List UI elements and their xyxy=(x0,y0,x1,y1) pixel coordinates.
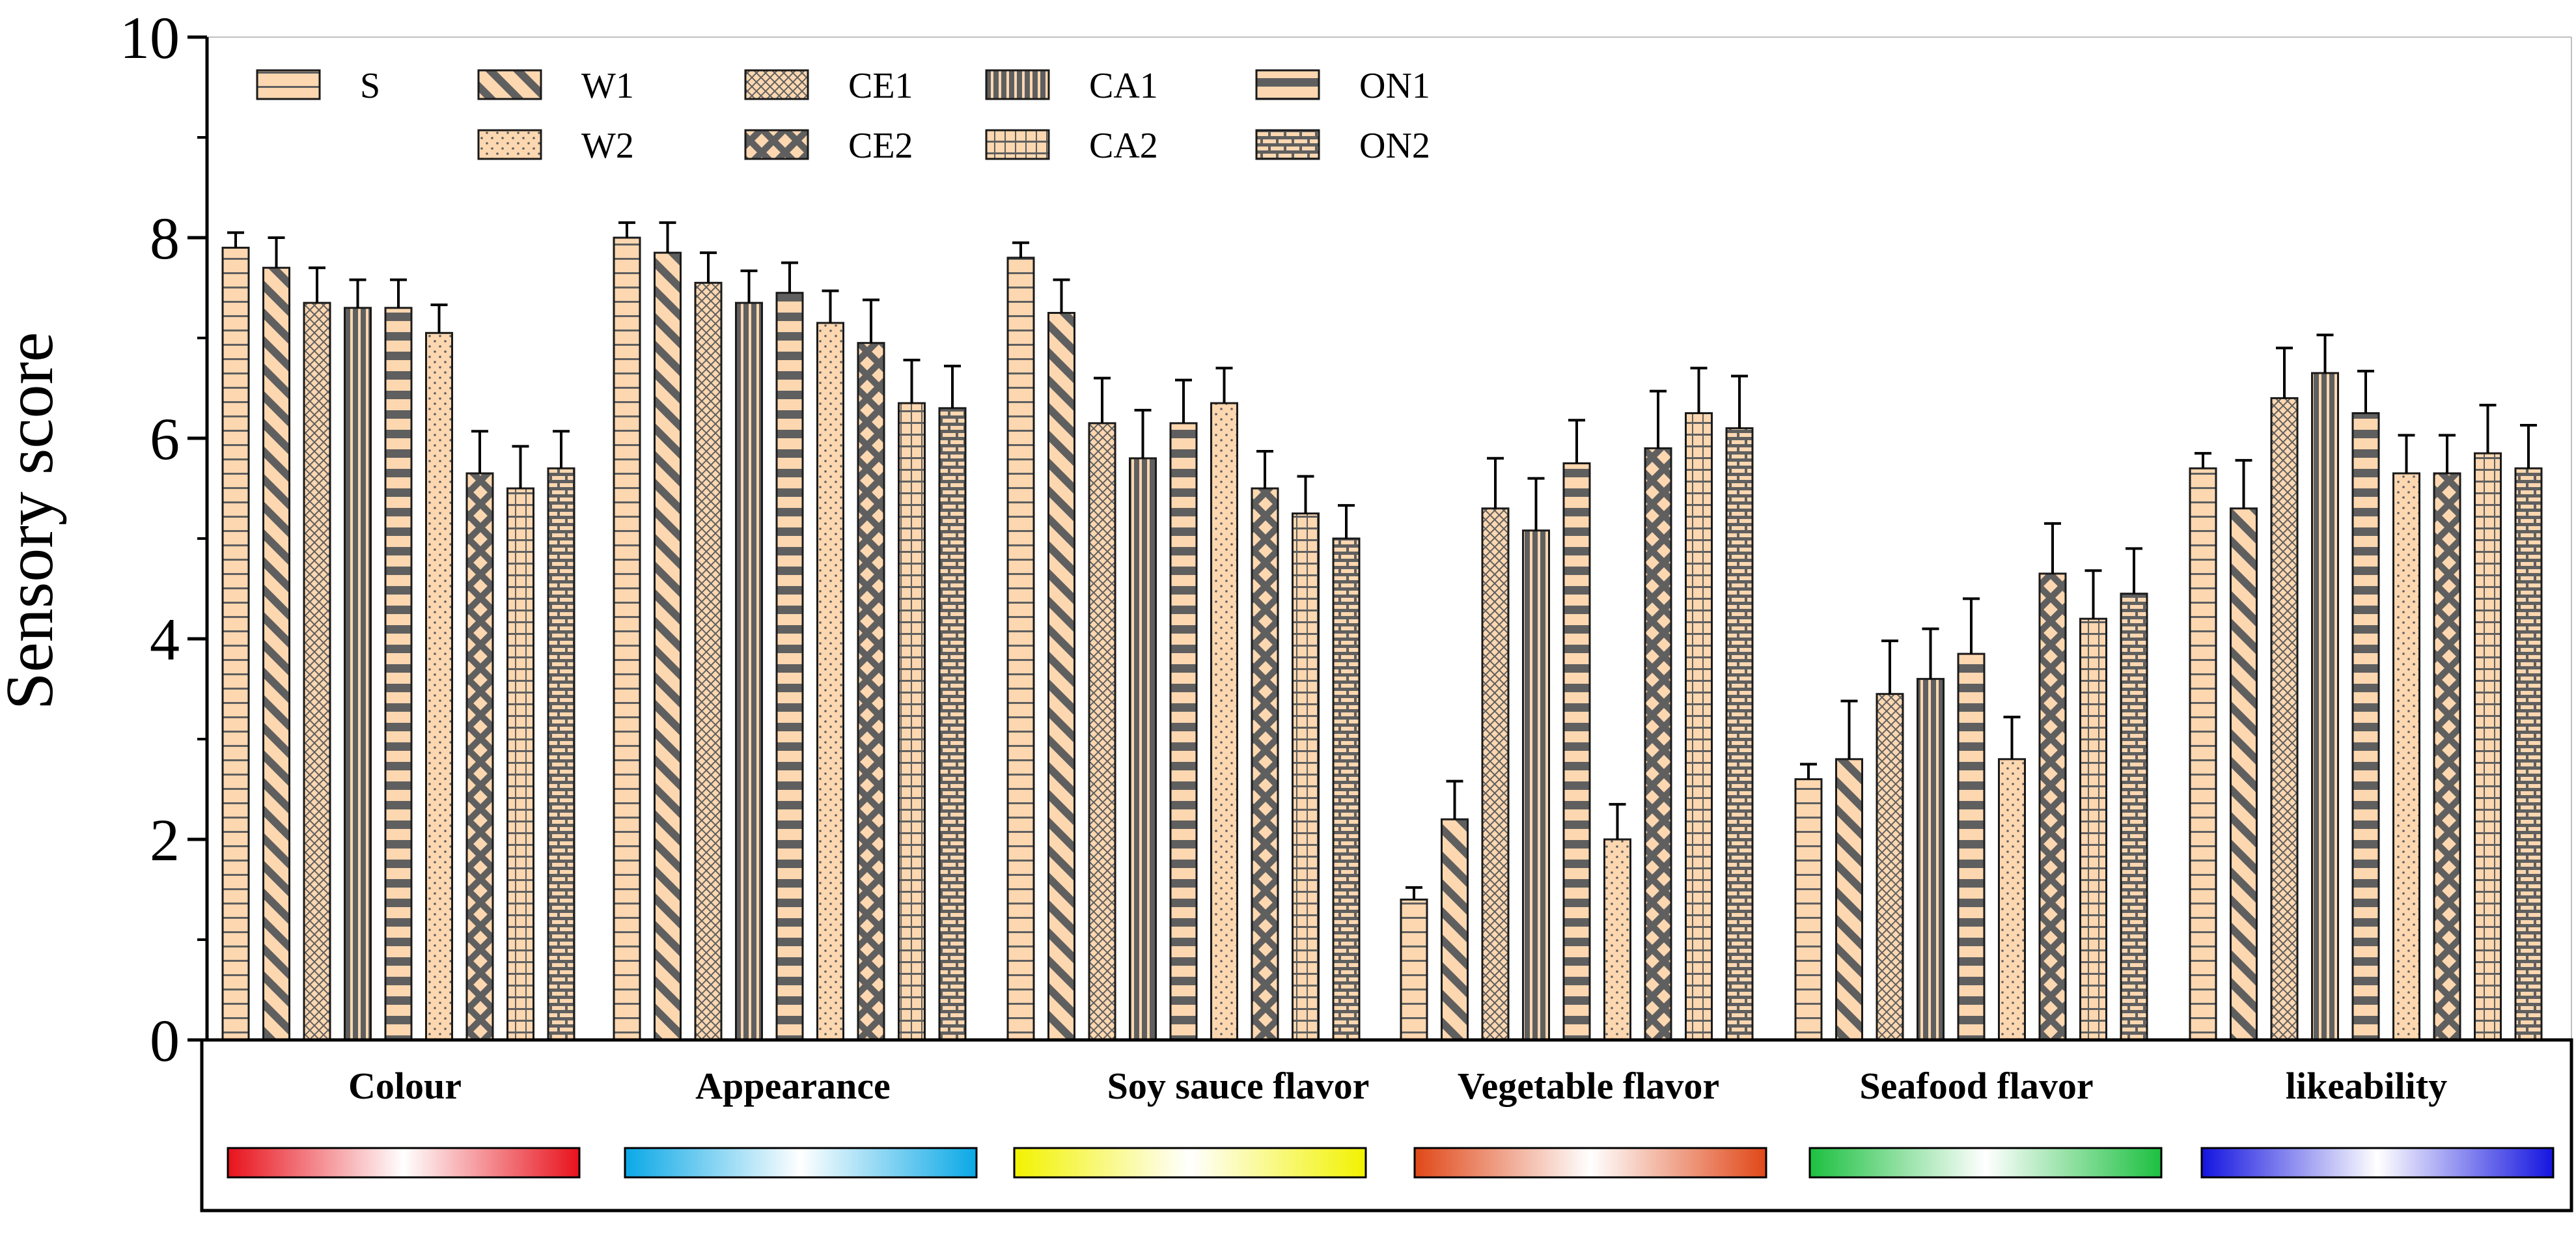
legend-label-ca2: CA2 xyxy=(1089,126,1158,166)
bar-s-0 xyxy=(221,246,250,1041)
legend-label-w2: W2 xyxy=(581,126,634,166)
category-label-5: likeability xyxy=(2286,1065,2447,1107)
category-label-2: Soy sauce flavor xyxy=(1107,1065,1370,1107)
bar-ca2-1 xyxy=(898,402,926,1041)
bar-on2-0 xyxy=(547,467,575,1041)
legend-label-on2: ON2 xyxy=(1359,126,1430,166)
category-gradient-bar-5 xyxy=(2200,1147,2555,1179)
bar-ce2-2 xyxy=(1251,487,1279,1041)
legend-label-ce1: CE1 xyxy=(848,66,913,106)
legend-swatch-ca2 xyxy=(985,129,1050,160)
bar-on2-3 xyxy=(1725,427,1754,1041)
legend: S W1 W2 CE1 CE2 CA1 CA2 ON1 ON2 xyxy=(256,66,1430,166)
bar-ce1-4 xyxy=(1876,693,1904,1041)
bar-s-1 xyxy=(613,236,641,1041)
category-panel: Colour Appearance Soy sauce flavor Vegetabl… xyxy=(200,1038,2573,1213)
category-gradient-bar-3 xyxy=(1413,1147,1767,1179)
bar-w2-0 xyxy=(425,331,453,1041)
legend-swatch-w2 xyxy=(477,129,542,160)
legend-label-ca1: CA1 xyxy=(1089,66,1158,106)
legend-swatch-ce2 xyxy=(744,129,809,160)
category-gradient-bar-0 xyxy=(227,1147,581,1179)
category-label-1: Appearance xyxy=(695,1065,891,1107)
y-tick-label: 2 xyxy=(150,807,180,873)
bar-on2-1 xyxy=(938,407,967,1041)
bar-w2-1 xyxy=(816,322,844,1041)
bar-ce1-1 xyxy=(694,281,723,1041)
legend-swatch-w1 xyxy=(477,69,542,100)
y-tick-label: 0 xyxy=(150,1007,180,1074)
bar-ce1-3 xyxy=(1481,507,1510,1041)
y-tick-label: 4 xyxy=(150,606,180,673)
bar-ce1-2 xyxy=(1088,422,1116,1041)
bar-ca1-0 xyxy=(344,307,372,1041)
bar-ce2-3 xyxy=(1644,447,1672,1041)
bar-ca1-2 xyxy=(1129,457,1157,1041)
bar-ca2-5 xyxy=(2474,452,2502,1041)
bar-w1-3 xyxy=(1441,818,1469,1041)
bar-on1-1 xyxy=(775,292,804,1041)
bar-on1-0 xyxy=(384,307,413,1041)
bar-w2-3 xyxy=(1603,838,1631,1041)
y-tick-label: 6 xyxy=(150,406,180,472)
y-tick-label: 10 xyxy=(120,5,180,71)
legend-label-on1: ON1 xyxy=(1359,66,1430,106)
category-gradient-bar-2 xyxy=(1013,1147,1367,1179)
legend-label-ce2: CE2 xyxy=(848,126,913,166)
legend-label-w1: W1 xyxy=(581,66,634,106)
plot-frame xyxy=(207,36,2572,1040)
bar-on1-3 xyxy=(1562,462,1591,1041)
category-label-3: Vegetable flavor xyxy=(1458,1065,1719,1107)
legend-swatch-ca1 xyxy=(985,69,1050,100)
bar-ca1-5 xyxy=(2311,372,2339,1041)
bar-on2-4 xyxy=(2120,593,2148,1041)
category-gradient-bar-1 xyxy=(624,1147,978,1179)
bar-w1-4 xyxy=(1835,758,1863,1041)
bar-w1-0 xyxy=(262,266,290,1041)
bar-s-5 xyxy=(2189,467,2217,1041)
bar-ca2-2 xyxy=(1292,512,1320,1041)
bar-w1-1 xyxy=(654,251,682,1041)
y-axis-title: Sensory score xyxy=(0,332,67,710)
bar-ce1-5 xyxy=(2270,397,2299,1041)
bar-on1-5 xyxy=(2351,412,2380,1041)
legend-swatch-s xyxy=(256,69,321,100)
bar-on2-5 xyxy=(2514,467,2543,1041)
y-axis: 0 2 4 6 8 10 xyxy=(120,5,209,1074)
bar-on1-4 xyxy=(1957,652,1986,1041)
bars xyxy=(221,236,2543,1041)
bar-on1-2 xyxy=(1169,422,1198,1041)
bar-ca2-0 xyxy=(506,487,534,1041)
bar-ca2-4 xyxy=(2079,617,2107,1041)
bar-w1-2 xyxy=(1047,312,1075,1041)
category-label-0: Colour xyxy=(348,1065,462,1107)
bar-ca2-3 xyxy=(1685,412,1713,1041)
y-tick-label: 8 xyxy=(150,205,180,272)
bar-ce1-0 xyxy=(303,301,331,1041)
bar-w2-5 xyxy=(2392,472,2420,1041)
bar-ca1-3 xyxy=(1522,529,1550,1041)
category-panel-border xyxy=(200,1038,2573,1213)
bar-ce2-4 xyxy=(2038,572,2067,1041)
bar-ca1-4 xyxy=(1917,678,1945,1041)
category-label-4: Seafood flavor xyxy=(1859,1065,2093,1107)
bar-w2-4 xyxy=(1998,758,2026,1041)
legend-swatch-on2 xyxy=(1255,129,1320,160)
bar-ca1-1 xyxy=(735,301,763,1041)
bar-on2-2 xyxy=(1332,537,1361,1041)
legend-label-s: S xyxy=(360,66,380,106)
bar-ce2-1 xyxy=(857,342,885,1041)
bar-ce2-0 xyxy=(465,472,494,1041)
legend-swatch-ce1 xyxy=(744,69,809,100)
legend-swatch-on1 xyxy=(1255,69,1320,100)
bar-w1-5 xyxy=(2230,507,2258,1041)
bar-w2-2 xyxy=(1210,402,1238,1041)
bar-s-3 xyxy=(1400,898,1428,1041)
bar-s-2 xyxy=(1006,257,1035,1041)
bar-s-4 xyxy=(1794,778,1823,1041)
error-bars xyxy=(227,221,2537,900)
category-gradient-bar-4 xyxy=(1808,1147,2163,1179)
bar-ce2-5 xyxy=(2433,472,2461,1041)
